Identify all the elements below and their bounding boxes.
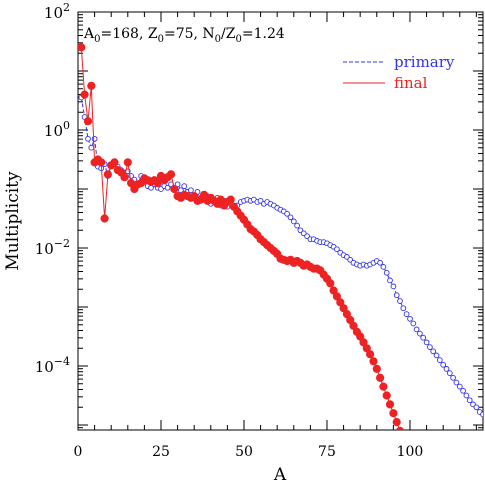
data-point-primary bbox=[427, 344, 433, 350]
data-point-primary bbox=[390, 283, 397, 290]
legend-final-label: final bbox=[394, 74, 428, 92]
series-final bbox=[78, 43, 407, 443]
data-point-primary bbox=[450, 374, 456, 381]
data-point-final bbox=[326, 279, 335, 288]
data-point-primary bbox=[188, 187, 194, 194]
data-point-final bbox=[396, 426, 404, 430]
data-point-primary bbox=[400, 305, 407, 312]
x-axis-label: A bbox=[273, 465, 287, 485]
y-tick-label: 10−2 bbox=[35, 237, 70, 258]
data-point-final bbox=[110, 158, 119, 167]
y-tick-label: 100 bbox=[44, 119, 70, 140]
y-tick-label: 102 bbox=[44, 1, 70, 22]
y-axis-ticks: 102 100 10−2 10−4 bbox=[35, 1, 483, 429]
data-point-primary bbox=[91, 135, 98, 142]
data-point-final bbox=[226, 195, 235, 204]
data-point-primary bbox=[85, 135, 91, 142]
data-point-final bbox=[389, 409, 398, 418]
data-point-final bbox=[385, 400, 395, 409]
data-point-final bbox=[120, 173, 129, 182]
data-point-final bbox=[123, 158, 132, 167]
data-point-primary bbox=[294, 222, 300, 229]
x-tick-label: 25 bbox=[152, 444, 170, 460]
data-point-final bbox=[166, 170, 176, 179]
data-point-primary bbox=[397, 298, 403, 304]
data-point-final bbox=[153, 179, 162, 188]
data-point-primary bbox=[380, 264, 387, 270]
x-tick-label: 50 bbox=[235, 444, 253, 460]
data-point-primary bbox=[383, 269, 390, 276]
data-point-primary bbox=[287, 214, 294, 221]
data-point-primary bbox=[443, 366, 450, 372]
data-point-primary bbox=[413, 326, 420, 333]
series-line-final bbox=[80, 47, 401, 430]
data-point-primary bbox=[440, 361, 447, 368]
data-point-final bbox=[87, 81, 96, 90]
parameters-annotation: A0=168, Z0=75, N0/Z0=1.24 bbox=[83, 26, 285, 45]
data-point-primary bbox=[417, 330, 423, 337]
data-point-primary bbox=[284, 210, 290, 217]
data-point-primary bbox=[393, 292, 400, 299]
data-point-primary bbox=[433, 352, 440, 359]
data-point-final bbox=[200, 190, 209, 199]
legend-primary-label: primary bbox=[394, 53, 455, 71]
data-point-final bbox=[369, 357, 378, 366]
data-point-final bbox=[103, 170, 113, 179]
data-point-primary bbox=[456, 383, 463, 390]
data-point-primary bbox=[164, 184, 171, 191]
data-point-final bbox=[379, 382, 388, 391]
data-point-final bbox=[83, 117, 93, 126]
data-point-primary bbox=[88, 144, 95, 151]
data-point-primary bbox=[290, 218, 297, 225]
data-point-primary bbox=[407, 315, 413, 322]
data-point-primary bbox=[453, 379, 460, 386]
data-point-final bbox=[376, 373, 385, 382]
data-point-final bbox=[78, 43, 86, 52]
data-point-final bbox=[332, 292, 341, 301]
data-point-primary bbox=[334, 246, 340, 253]
data-point-primary bbox=[480, 411, 483, 418]
x-tick-label: 0 bbox=[74, 444, 83, 460]
data-point-final bbox=[382, 391, 391, 400]
x-tick-label: 100 bbox=[397, 444, 424, 460]
legend: primary final bbox=[343, 53, 455, 92]
x-tick-label: 75 bbox=[318, 444, 336, 460]
data-point-primary bbox=[463, 392, 470, 399]
data-point-primary bbox=[403, 311, 410, 317]
data-point-primary bbox=[420, 334, 427, 341]
data-point-final bbox=[366, 350, 375, 359]
data-point-final bbox=[80, 90, 89, 99]
data-point-primary bbox=[430, 348, 437, 355]
data-point-primary bbox=[410, 320, 417, 327]
plot-frame bbox=[77, 11, 484, 431]
data-point-primary bbox=[473, 404, 480, 411]
data-point-primary bbox=[466, 397, 473, 404]
data-point-final bbox=[392, 418, 401, 427]
data-point-final bbox=[372, 364, 381, 373]
data-point-primary bbox=[423, 339, 430, 346]
y-axis-label: Multiplicity bbox=[3, 171, 23, 271]
data-point-primary bbox=[387, 277, 393, 284]
y-tick-label: 10−4 bbox=[35, 355, 70, 376]
data-point-final bbox=[170, 184, 179, 194]
data-point-final bbox=[349, 321, 358, 330]
data-point-primary bbox=[181, 183, 188, 189]
data-point-primary bbox=[446, 370, 453, 376]
x-axis-ticks: 0 25 50 75 100 bbox=[74, 12, 477, 460]
data-point-final bbox=[100, 214, 109, 223]
data-point-primary bbox=[460, 387, 466, 394]
data-point-primary bbox=[377, 259, 383, 266]
data-point-final bbox=[97, 158, 106, 167]
data-point-primary bbox=[436, 357, 443, 363]
data-point-final bbox=[400, 436, 407, 443]
